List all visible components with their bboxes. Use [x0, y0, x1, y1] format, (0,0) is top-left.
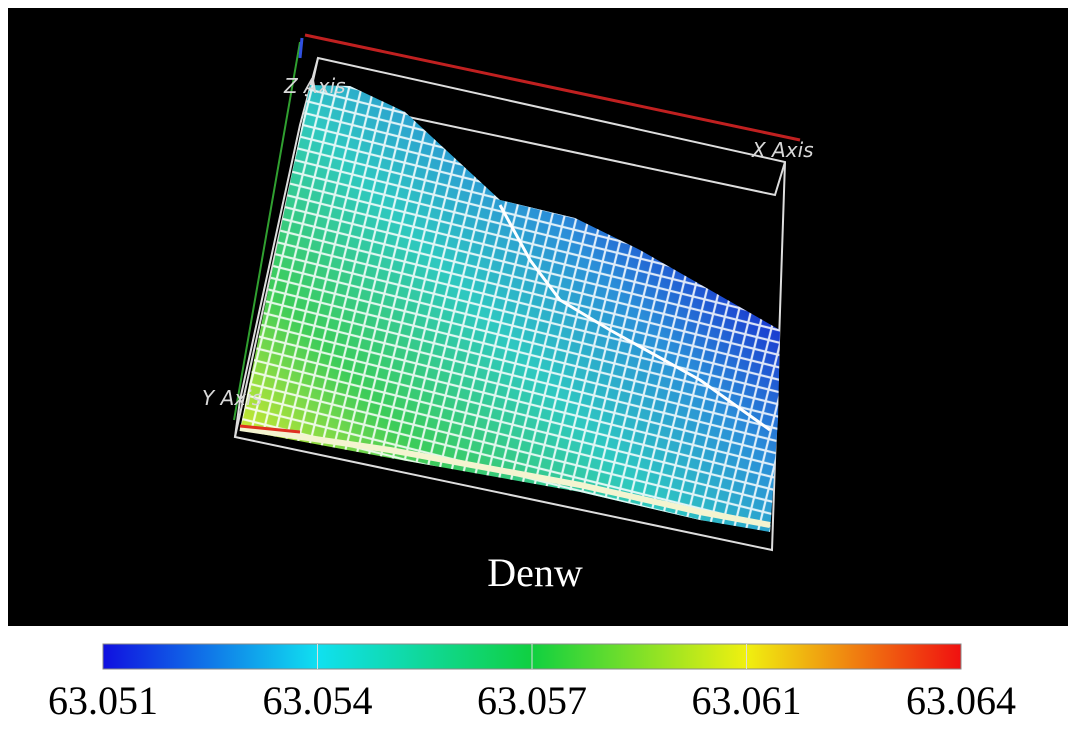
y-axis-label: Y Axis: [202, 386, 262, 410]
colorbar-tick-label: 63.054: [263, 678, 373, 723]
y-axis-line: [233, 41, 301, 421]
surface: [239, 85, 780, 532]
x-axis-line: [304, 33, 801, 142]
colorbar-ticks: 63.051 63.054 63.057 63.061 63.064: [48, 644, 1016, 723]
colorbar-title: Denw: [487, 550, 583, 595]
x-axis-label: X Axis: [751, 138, 814, 162]
colorbar-tick-label: 63.064: [906, 678, 1016, 723]
z-axis-line: [298, 37, 304, 59]
colorbar-tick-label: 63.061: [692, 678, 802, 723]
bounding-box: [233, 56, 787, 552]
colorbar-tick-label: 63.057: [477, 678, 587, 723]
z-axis-label: Z Axis: [283, 74, 346, 98]
colorbar-tick-label: 63.051: [48, 678, 158, 723]
